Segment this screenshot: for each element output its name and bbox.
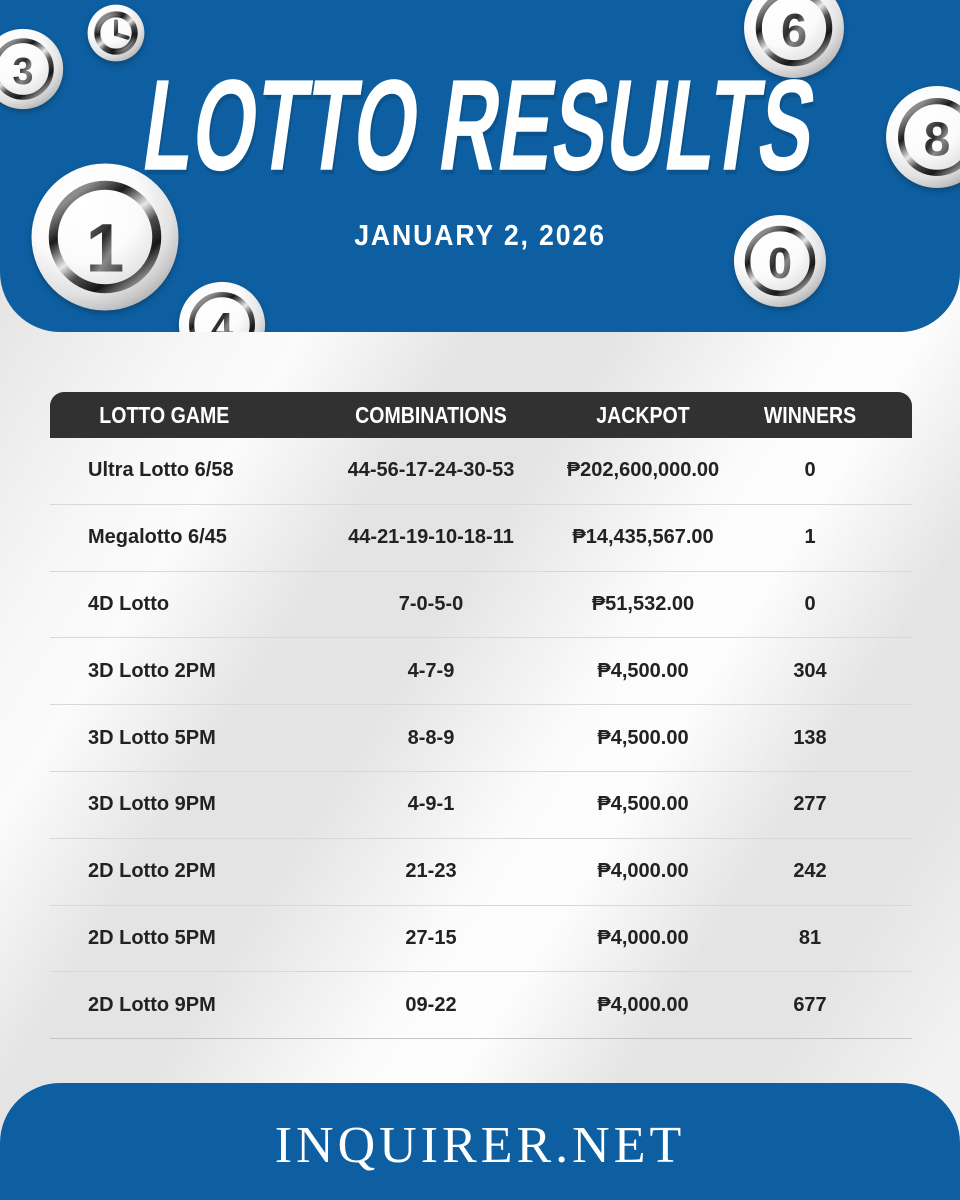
svg-text:4: 4 <box>211 304 234 332</box>
svg-text:6: 6 <box>781 4 807 56</box>
svg-text:3: 3 <box>13 50 34 92</box>
svg-text:8: 8 <box>924 114 951 167</box>
